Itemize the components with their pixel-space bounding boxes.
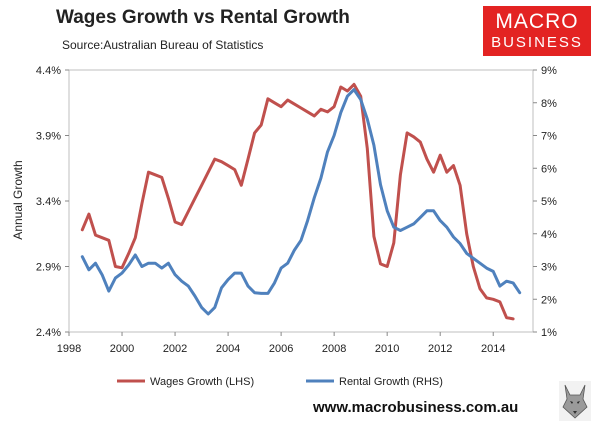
- y-left-tick-label: 2.4%: [36, 327, 61, 339]
- y-right-tick-label: 2%: [541, 294, 557, 306]
- footer-url: www.macrobusiness.com.au: [313, 399, 519, 416]
- x-tick-label: 2010: [375, 343, 399, 355]
- y-right-tick-label: 6%: [541, 163, 557, 175]
- y-left-tick-label: 3.9%: [36, 131, 61, 143]
- legend: Wages Growth (LHS) Rental Growth (RHS): [117, 376, 443, 388]
- x-tick-label: 1998: [57, 343, 81, 355]
- x-tick-label: 2002: [163, 343, 187, 355]
- macrobusiness-logo: MACRO BUSINESS: [483, 6, 591, 56]
- y-right-tick-label: 9%: [541, 65, 557, 77]
- series-line-rental: [80, 88, 522, 316]
- chart-title: Wages Growth vs Rental Growth: [56, 7, 350, 28]
- legend-label-rental: Rental Growth (RHS): [339, 376, 443, 388]
- series-layer: [80, 82, 522, 321]
- y-axis-left: 2.4% 2.9% 3.4% 3.9% 4.4%: [36, 65, 69, 339]
- x-axis: 1998 2000 2002 2004 2006 2008 2010 2012 2014: [57, 332, 505, 355]
- y-left-tick-label: 2.9%: [36, 262, 61, 274]
- y-right-tick-label: 3%: [541, 262, 557, 274]
- x-tick-label: 2008: [322, 343, 346, 355]
- y-right-tick-label: 4%: [541, 229, 557, 241]
- y-right-tick-label: 1%: [541, 327, 557, 339]
- x-tick-label: 2000: [110, 343, 134, 355]
- y-left-tick-label: 3.4%: [36, 196, 61, 208]
- y-right-tick-label: 5%: [541, 196, 557, 208]
- legend-label-wages: Wages Growth (LHS): [150, 376, 254, 388]
- y-axis-right: 1% 2% 3% 4% 5% 6% 7% 8% 9%: [533, 65, 557, 339]
- wolf-logo-icon: [559, 381, 591, 421]
- chart-source: Source:Australian Bureau of Statistics: [62, 38, 264, 52]
- y-right-tick-label: 8%: [541, 98, 557, 110]
- x-tick-label: 2012: [428, 343, 452, 355]
- x-tick-label: 2006: [269, 343, 293, 355]
- y-right-tick-label: 7%: [541, 131, 557, 143]
- logo-line-1: MACRO: [495, 10, 579, 33]
- y-left-tick-label: 4.4%: [36, 65, 61, 77]
- y-axis-label: Annual Growth: [11, 160, 25, 239]
- x-tick-label: 2004: [216, 343, 240, 355]
- x-tick-label: 2014: [481, 343, 505, 355]
- series-line-wages: [80, 82, 515, 321]
- logo-line-2: BUSINESS: [491, 34, 583, 51]
